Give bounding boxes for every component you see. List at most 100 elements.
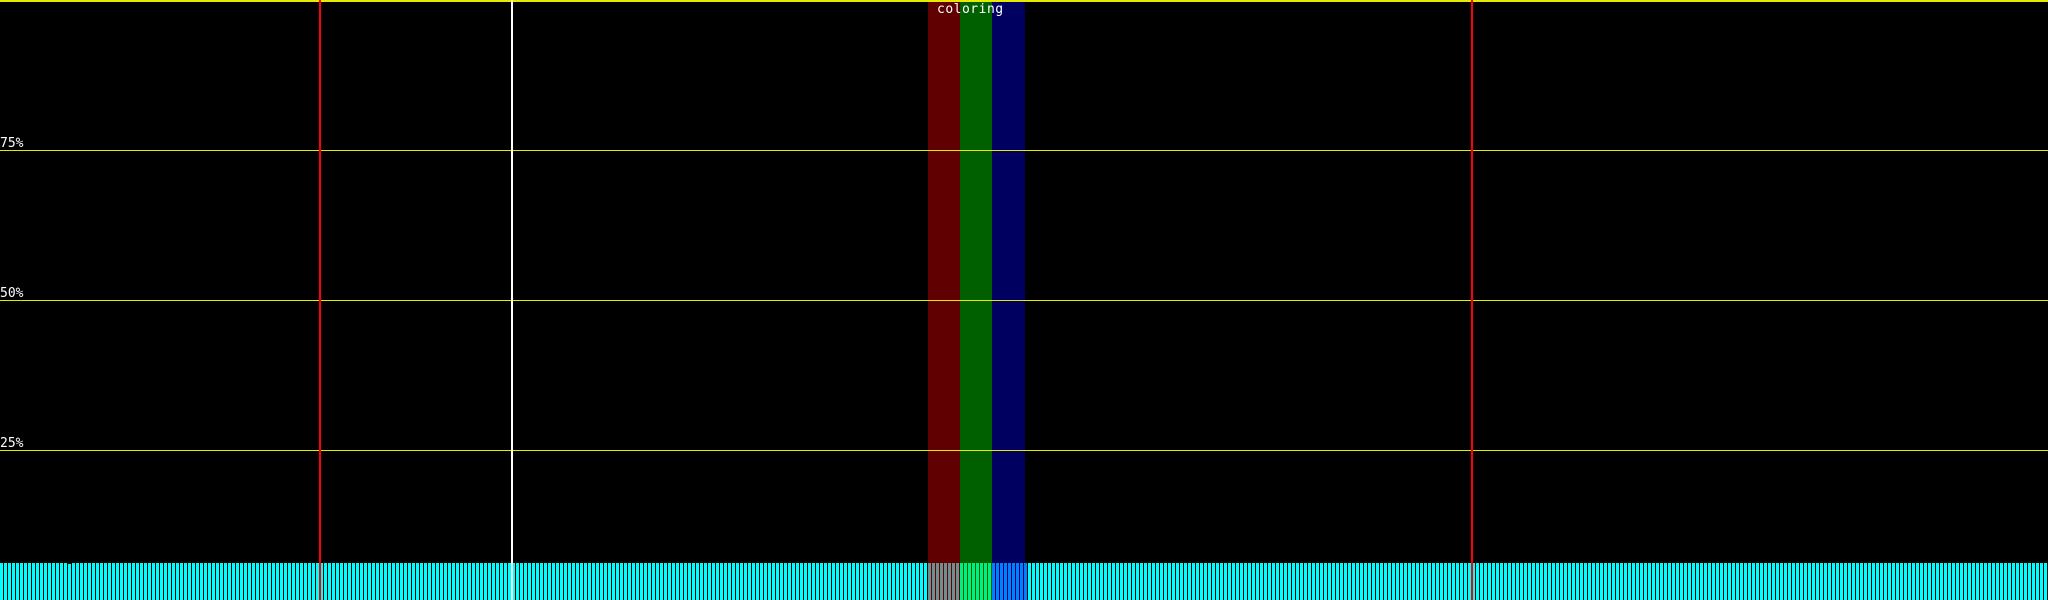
level-bar bbox=[1888, 562, 1891, 600]
level-bar bbox=[1856, 562, 1859, 600]
level-bar bbox=[508, 562, 511, 600]
level-bar bbox=[1404, 562, 1407, 600]
level-bar bbox=[1024, 562, 1027, 600]
level-bar bbox=[1156, 562, 1159, 600]
level-bar bbox=[368, 562, 371, 600]
level-bar bbox=[64, 562, 67, 600]
level-bar bbox=[1240, 562, 1243, 600]
level-bar bbox=[964, 562, 967, 600]
level-bar bbox=[1692, 562, 1695, 600]
level-bar bbox=[1508, 562, 1511, 600]
level-bar bbox=[408, 562, 411, 600]
level-bar bbox=[1672, 562, 1675, 600]
level-bar bbox=[1960, 562, 1963, 600]
level-bar bbox=[1068, 562, 1071, 600]
level-bar bbox=[1476, 562, 1479, 600]
level-bar bbox=[268, 562, 271, 600]
level-bar bbox=[128, 562, 131, 600]
level-bar bbox=[248, 562, 251, 600]
level-bar bbox=[316, 562, 319, 600]
level-bar bbox=[1732, 562, 1735, 600]
level-bar bbox=[1784, 562, 1787, 600]
level-bar bbox=[236, 562, 239, 600]
level-bar bbox=[1212, 562, 1215, 600]
level-bar bbox=[2004, 562, 2007, 600]
level-bar bbox=[1136, 562, 1139, 600]
level-bar bbox=[68, 564, 71, 600]
level-bar bbox=[1364, 562, 1367, 600]
level-bar bbox=[780, 562, 783, 600]
level-bar bbox=[2024, 562, 2027, 600]
level-bar bbox=[1264, 562, 1267, 600]
level-bar bbox=[184, 562, 187, 600]
level-bar bbox=[1120, 562, 1123, 600]
level-bar bbox=[208, 562, 211, 600]
level-bar bbox=[1744, 562, 1747, 600]
level-bar bbox=[56, 562, 59, 600]
level-bar bbox=[1680, 562, 1683, 600]
level-bar bbox=[0, 562, 3, 600]
level-bar bbox=[1900, 562, 1903, 600]
level-bar bbox=[572, 562, 575, 600]
level-bar bbox=[632, 562, 635, 600]
level-bar bbox=[860, 562, 863, 600]
level-bar bbox=[1992, 562, 1995, 600]
level-bar bbox=[488, 562, 491, 600]
level-bar bbox=[1408, 562, 1411, 600]
level-bar bbox=[1636, 562, 1639, 600]
level-bar bbox=[280, 562, 283, 600]
level-bar bbox=[536, 562, 539, 600]
level-bar bbox=[324, 562, 327, 600]
level-bar bbox=[744, 562, 747, 600]
level-bar bbox=[1288, 562, 1291, 600]
level-bar bbox=[1104, 562, 1107, 600]
level-bar bbox=[868, 562, 871, 600]
level-bar bbox=[1424, 562, 1427, 600]
level-bar bbox=[1428, 562, 1431, 600]
level-bar bbox=[520, 562, 523, 600]
level-bar bbox=[1764, 562, 1767, 600]
level-bar bbox=[1284, 562, 1287, 600]
level-bar bbox=[300, 562, 303, 600]
level-bar bbox=[312, 562, 315, 600]
level-bar bbox=[24, 562, 27, 600]
level-bar bbox=[644, 562, 647, 600]
level-bar bbox=[708, 562, 711, 600]
level-bar bbox=[12, 562, 15, 600]
level-bar bbox=[1228, 562, 1231, 600]
level-bar bbox=[720, 562, 723, 600]
level-bar bbox=[1804, 562, 1807, 600]
level-bar bbox=[1904, 562, 1907, 600]
level-bar bbox=[1192, 562, 1195, 600]
level-bar bbox=[928, 562, 931, 600]
level-bar bbox=[668, 562, 671, 600]
level-bar bbox=[1752, 562, 1755, 600]
level-bar bbox=[436, 562, 439, 600]
level-bar bbox=[1872, 562, 1875, 600]
level-bar bbox=[1232, 562, 1235, 600]
level-bar bbox=[1260, 562, 1263, 600]
level-bar bbox=[1580, 562, 1583, 600]
level-bar bbox=[1976, 562, 1979, 600]
level-bar bbox=[784, 562, 787, 600]
level-bar bbox=[596, 562, 599, 600]
level-bar bbox=[456, 562, 459, 600]
level-bar bbox=[240, 562, 243, 600]
level-bar bbox=[640, 562, 643, 600]
level-bar bbox=[704, 562, 707, 600]
level-bar bbox=[920, 562, 923, 600]
level-bar bbox=[492, 562, 495, 600]
level-bar bbox=[1224, 562, 1227, 600]
level-bar bbox=[808, 562, 811, 600]
level-bar bbox=[124, 562, 127, 600]
level-bar bbox=[660, 562, 663, 600]
level-bar bbox=[1840, 562, 1843, 600]
level-bar bbox=[1812, 562, 1815, 600]
level-bar bbox=[1656, 562, 1659, 600]
level-bar bbox=[424, 562, 427, 600]
level-bar bbox=[428, 562, 431, 600]
level-bar bbox=[40, 562, 43, 600]
level-bar bbox=[1200, 562, 1203, 600]
level-bar bbox=[4, 562, 7, 600]
level-bar bbox=[604, 562, 607, 600]
